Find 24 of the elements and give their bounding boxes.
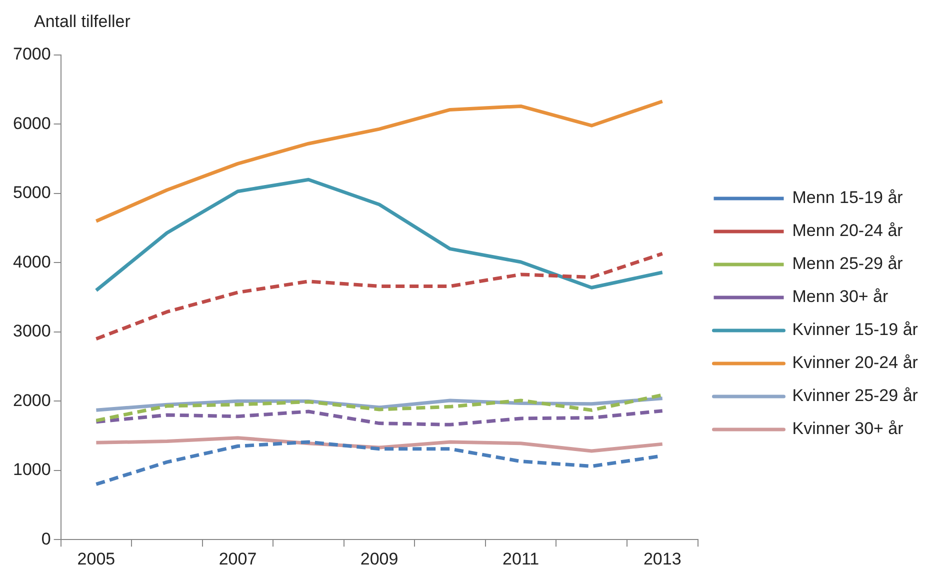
- legend-label: Kvinner 25-29 år: [792, 386, 918, 406]
- legend-label: Menn 30+ år: [792, 287, 889, 306]
- line-series: [94, 252, 664, 341]
- line-series: [94, 409, 664, 426]
- legend-label: Kvinner 20-24 år: [792, 353, 918, 372]
- x-tick-label: 2005: [77, 549, 116, 568]
- y-tick-label: 1000: [12, 460, 51, 480]
- x-tick-label: 2013: [643, 549, 682, 568]
- y-tick-label: 4000: [12, 252, 51, 272]
- legend-label: Kvinner 15-19 år: [792, 320, 918, 340]
- x-tick-label: 2009: [360, 549, 398, 568]
- legend-label: Kvinner 30+ år: [792, 419, 904, 438]
- legend-label: Menn 25-29 år: [792, 254, 904, 274]
- y-tick-label: 5000: [12, 183, 51, 202]
- y-tick-label: 6000: [12, 114, 51, 133]
- y-axis-title: Antall tilfeller: [34, 12, 131, 32]
- legend-label: Menn 15-19 år: [792, 188, 904, 208]
- legend-label: Menn 20-24 år: [792, 221, 904, 240]
- y-tick-label: 0: [41, 529, 51, 548]
- x-tick-label: 2011: [502, 549, 540, 568]
- x-tick-label: 2007: [218, 549, 257, 568]
- y-tick-label: 2000: [12, 390, 51, 410]
- y-tick-label: 3000: [12, 322, 51, 341]
- y-tick-label: 7000: [12, 44, 51, 64]
